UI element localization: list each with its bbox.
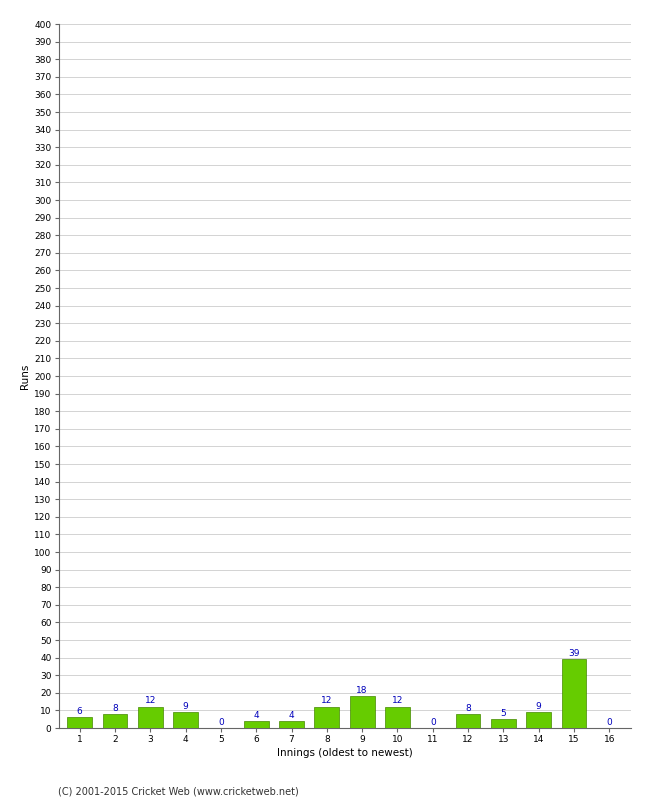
Bar: [315, 707, 339, 728]
Bar: [526, 712, 551, 728]
Text: 5: 5: [500, 709, 506, 718]
Text: 4: 4: [254, 710, 259, 719]
Bar: [174, 712, 198, 728]
X-axis label: Innings (oldest to newest): Innings (oldest to newest): [277, 748, 412, 758]
Bar: [385, 707, 410, 728]
Bar: [138, 707, 162, 728]
Text: 4: 4: [289, 710, 294, 719]
Text: 0: 0: [606, 718, 612, 726]
Bar: [456, 714, 480, 728]
Bar: [562, 659, 586, 728]
Bar: [350, 696, 374, 728]
Text: 18: 18: [356, 686, 368, 695]
Text: 0: 0: [218, 718, 224, 726]
Text: 39: 39: [568, 649, 580, 658]
Text: 12: 12: [321, 697, 333, 706]
Text: 12: 12: [392, 697, 403, 706]
Text: 9: 9: [536, 702, 541, 710]
Bar: [68, 718, 92, 728]
Bar: [103, 714, 127, 728]
Text: 0: 0: [430, 718, 436, 726]
Text: 9: 9: [183, 702, 188, 710]
Bar: [280, 721, 304, 728]
Bar: [491, 719, 515, 728]
Text: 8: 8: [112, 703, 118, 713]
Text: 12: 12: [144, 697, 156, 706]
Text: 6: 6: [77, 707, 83, 716]
Text: 8: 8: [465, 703, 471, 713]
Bar: [244, 721, 268, 728]
Y-axis label: Runs: Runs: [20, 363, 30, 389]
Text: (C) 2001-2015 Cricket Web (www.cricketweb.net): (C) 2001-2015 Cricket Web (www.cricketwe…: [58, 786, 299, 796]
